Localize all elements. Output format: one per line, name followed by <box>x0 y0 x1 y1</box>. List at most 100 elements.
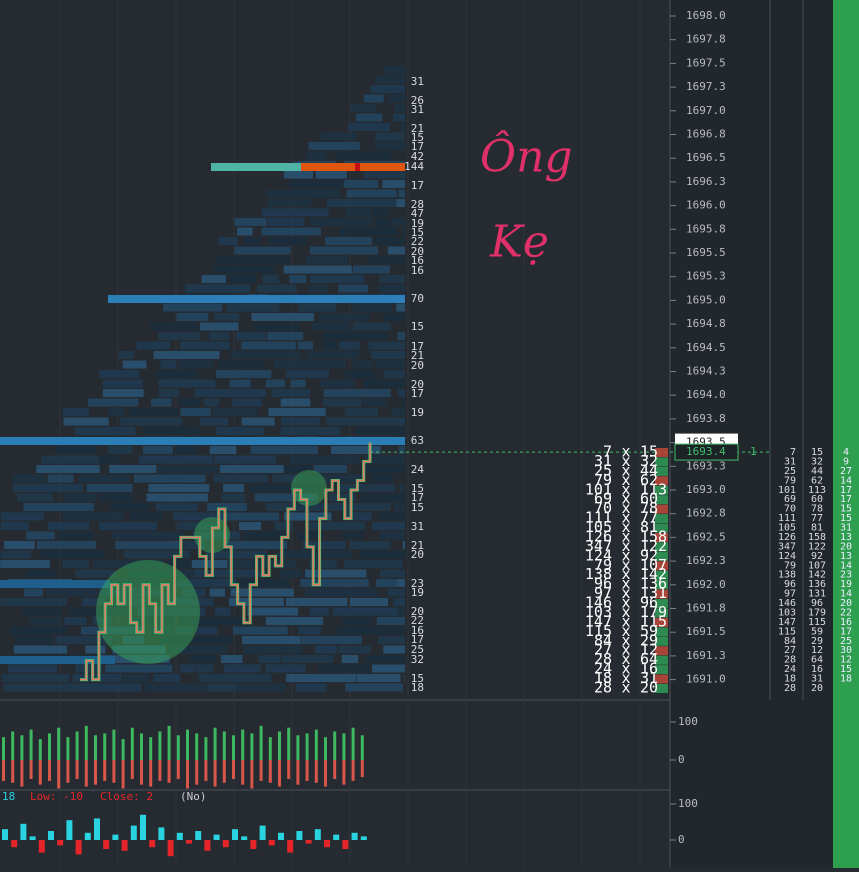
heatmap-cell <box>371 475 393 483</box>
sell-bar <box>214 760 217 787</box>
heatmap-cell <box>149 323 197 331</box>
marker: 1 <box>750 445 757 458</box>
heatmap-cell <box>305 589 378 597</box>
heatmap-cell <box>231 351 301 359</box>
heatmap-cell <box>352 304 392 312</box>
heatmap-cell <box>344 560 402 568</box>
heatmap-cell <box>312 323 350 331</box>
total: 18 <box>840 674 852 685</box>
buy-bar <box>241 730 244 760</box>
sell-bar <box>140 760 143 785</box>
heatmap-cell <box>48 475 74 483</box>
heatmap-cell <box>29 617 61 625</box>
heatmap-cell <box>24 589 43 597</box>
heatmap-cell <box>399 484 405 492</box>
heatmap-cell <box>375 361 405 369</box>
heatmap-cell <box>154 351 220 359</box>
heatmap-cell <box>398 190 405 198</box>
heatmap-cell <box>356 114 382 122</box>
heatmap-cell <box>110 503 150 511</box>
heatmap-cell <box>156 503 198 511</box>
sell-bar <box>315 760 318 783</box>
heatmap-cell <box>207 684 235 692</box>
sell-bar <box>112 760 115 783</box>
heatmap-cell <box>123 361 147 369</box>
bid-small: 28 <box>784 683 796 694</box>
heatmap-cell <box>105 665 172 673</box>
heatmap-cell <box>350 104 376 112</box>
price-label: 1693.3 <box>686 459 726 472</box>
heatmap-cell <box>3 684 76 692</box>
heatmap-cell <box>103 380 143 388</box>
buy-bar <box>76 732 79 761</box>
heatmap-cell <box>134 475 206 483</box>
heatmap-cell <box>324 389 391 397</box>
buy-bar <box>250 733 253 760</box>
heatmap-cell <box>215 256 289 264</box>
sell-bar <box>11 760 14 783</box>
sell-bar <box>241 760 244 785</box>
heatmap-cell <box>281 399 310 407</box>
heatmap-cell <box>63 408 89 416</box>
delta-bar <box>342 840 348 849</box>
heatmap-cell <box>281 418 319 426</box>
sell-bar <box>30 760 33 779</box>
heatmap-cell <box>218 361 263 369</box>
price-label: 1697.8 <box>686 33 726 46</box>
price-label: 1694.5 <box>686 341 726 354</box>
heatmap-cell <box>185 285 250 293</box>
heatmap-cell <box>388 247 405 255</box>
heatmap-cell <box>64 494 97 502</box>
delta-bar <box>122 840 128 851</box>
delta-bar <box>66 820 72 840</box>
heatmap-cell <box>364 95 384 103</box>
heatmap-cell <box>99 456 120 464</box>
heatmap-cell <box>148 484 209 492</box>
heatmap-cell <box>242 636 300 644</box>
sell-bar <box>195 760 198 785</box>
heatmap-cell <box>393 218 405 226</box>
heatmap-cell <box>340 484 396 492</box>
sell-bar <box>57 760 60 789</box>
delta-bar <box>352 833 358 840</box>
heatmap-cell <box>75 427 136 435</box>
sell-bar <box>342 760 345 785</box>
heatmap-cell <box>230 380 251 388</box>
level-size: 31 <box>411 520 424 533</box>
heatmap-cell <box>396 418 405 426</box>
heatmap-cell <box>1 522 29 530</box>
heatmap-cell <box>372 209 388 217</box>
heatmap-level <box>355 163 360 171</box>
heatmap-cell <box>307 351 359 359</box>
heatmap-cell <box>404 674 405 682</box>
heatmap-cell <box>36 465 99 473</box>
sell-bar <box>168 760 171 783</box>
heatmap-cell <box>196 665 213 673</box>
sell-bar <box>66 760 69 783</box>
current-price: 1693.4 <box>686 445 726 458</box>
heatmap-cell <box>109 465 156 473</box>
sell-bar <box>324 760 327 787</box>
heatmap-cell <box>298 627 321 635</box>
price-label: 1696.8 <box>686 128 726 141</box>
heatmap-cell <box>281 427 341 435</box>
level-size: 18 <box>411 681 424 694</box>
heatmap-cell <box>4 541 34 549</box>
price-label: 1694.0 <box>686 388 726 401</box>
heatmap-cell <box>10 627 67 635</box>
price-label: 1692.3 <box>686 554 726 567</box>
buy-bar <box>39 739 42 760</box>
heatmap-cell <box>177 313 209 321</box>
heatmap-cell <box>235 218 267 226</box>
heatmap-cell <box>353 323 391 331</box>
heatmap-cell <box>213 266 275 274</box>
delta-bar <box>287 840 293 853</box>
heatmap-level <box>108 295 405 303</box>
heatmap-cell <box>401 399 405 407</box>
heatmap-cell <box>348 123 390 131</box>
heatmap-cell <box>393 598 405 606</box>
heatmap-cell <box>219 237 238 245</box>
price-label: 1695.3 <box>686 270 726 283</box>
delta-bar <box>361 836 367 840</box>
heatmap-cell <box>399 608 405 616</box>
